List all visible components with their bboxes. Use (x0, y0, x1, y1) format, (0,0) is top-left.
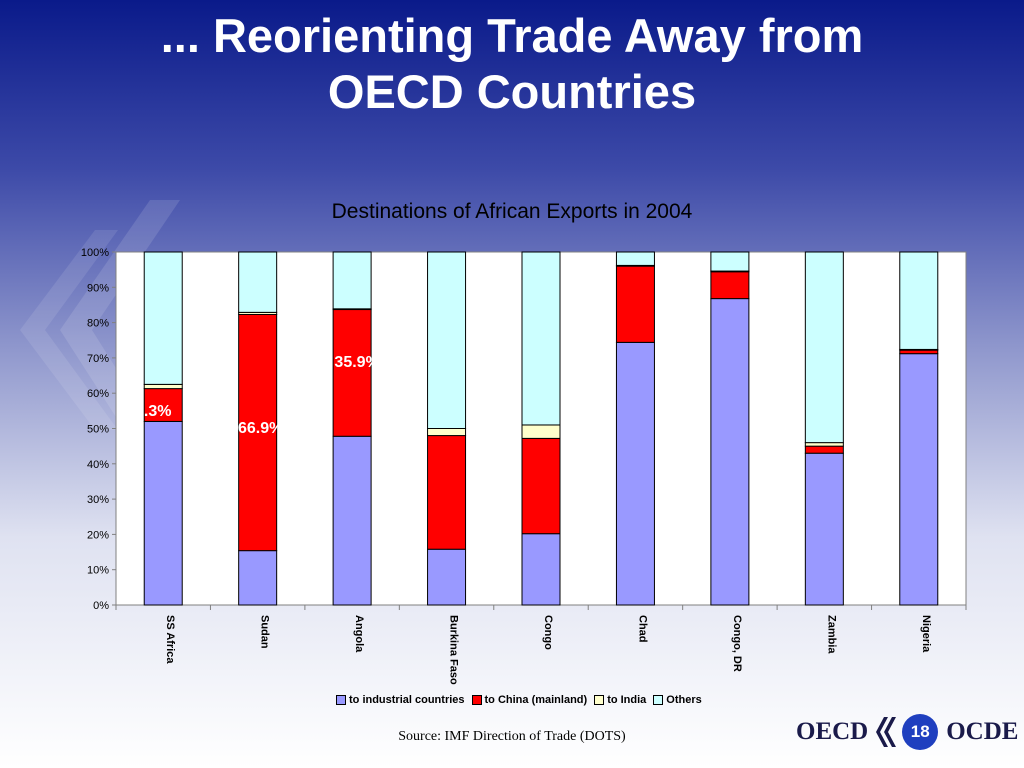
legend-swatch-china (471, 695, 482, 705)
legend-swatch-industrial (336, 695, 346, 705)
bar-segment (710, 251, 750, 272)
bar-segment (143, 420, 183, 606)
bar-segment (143, 383, 183, 390)
logo-chevron-icon (874, 715, 897, 749)
x-category-label: Angola (353, 615, 365, 653)
x-category-label: Burkina Faso (448, 615, 460, 685)
y-tick-label: 70% (87, 353, 109, 365)
y-tick-label: 80% (87, 318, 109, 330)
legend-label-india: to India (607, 694, 647, 706)
bar-segment (332, 309, 372, 437)
bar-segment (427, 548, 467, 606)
y-tick-label: 90% (87, 282, 109, 294)
bar-segment (615, 251, 655, 266)
source-note: Source: IMF Direction of Trade (DOTS) (398, 729, 626, 744)
logo-text-ocde: OCDE (946, 718, 1019, 745)
bar-segment (804, 445, 844, 454)
x-category-label: Congo (542, 615, 554, 650)
chart-title: Destinations of African Exports in 2004 (331, 200, 693, 223)
bar-segment (143, 251, 183, 385)
slide-title: ... Reorienting Trade Away from OECD Cou… (0, 8, 1024, 120)
x-category-label: Zambia (825, 615, 837, 654)
bar-segment (899, 251, 939, 350)
stacked-bar-chart: 0% 10% 20% 30% 40% 50% 60% 70% 80% 90% 100% SS Afri… (81, 247, 967, 685)
bar-segment (615, 341, 655, 606)
x-category-label: Chad (636, 615, 648, 643)
x-category-label: Nigeria (920, 615, 932, 653)
data-label: 9.3% (135, 403, 171, 420)
bar-segment (427, 251, 467, 429)
bar-segment (521, 424, 561, 439)
slide-title-line-1: ... Reorienting Trade Away from (160, 9, 864, 62)
slide-title-line-2: OECD Countries (327, 65, 697, 118)
y-tick-label: 20% (87, 529, 109, 541)
bar-segment (615, 265, 655, 343)
legend-item-china: to China (mainland) (471, 694, 588, 706)
bar-segment (899, 353, 939, 606)
y-tick-label: 100% (81, 247, 109, 259)
y-tick-label: 10% (87, 565, 109, 577)
bar-segment (804, 251, 844, 444)
bar-segment (804, 452, 844, 606)
legend-item-india: to India (594, 694, 646, 706)
legend-swatch-others (653, 695, 664, 705)
bar-segment (521, 251, 561, 426)
y-tick-label: 40% (87, 459, 109, 471)
x-category-label: SS Africa (164, 615, 176, 664)
logo-text-oecd: OECD (796, 718, 869, 745)
y-tick-label: 60% (87, 388, 109, 400)
bar-segment (238, 550, 278, 606)
legend-item-others: Others (653, 694, 702, 706)
legend-item-industrial: to industrial countries (336, 694, 465, 706)
oecd-logo: OECD 18 OCDE (796, 712, 1018, 752)
bar-segment (427, 428, 467, 437)
bar-segment (710, 271, 750, 300)
bar-segment (143, 388, 183, 422)
bar-segment (521, 533, 561, 606)
y-tick-label: 30% (87, 494, 109, 506)
chart-legend: to industrial countries to China (mainla… (336, 692, 756, 708)
data-label: 35.9% (334, 354, 379, 371)
bar-segment (332, 251, 372, 310)
legend-swatch-india (594, 695, 605, 705)
bar-segment (427, 435, 467, 550)
y-tick-label: 0% (93, 600, 109, 612)
legend-label-others: Others (666, 694, 702, 706)
page-number-badge: 18 (902, 714, 939, 750)
legend-label-industrial: to industrial countries (349, 694, 465, 706)
x-category-label: Congo, DR (731, 615, 743, 672)
bar-segment (804, 442, 844, 447)
bar-segment (899, 349, 939, 355)
bar-segment (238, 313, 278, 552)
y-tick-label: 50% (87, 424, 109, 436)
bar-segment (521, 437, 561, 535)
legend-label-china: to China (mainland) (484, 694, 588, 706)
bar-segment (238, 251, 278, 313)
x-category-label: Sudan (259, 615, 271, 649)
bar-segment (710, 298, 750, 606)
bar-segment (332, 435, 372, 606)
data-label: 66.9% (238, 420, 283, 437)
